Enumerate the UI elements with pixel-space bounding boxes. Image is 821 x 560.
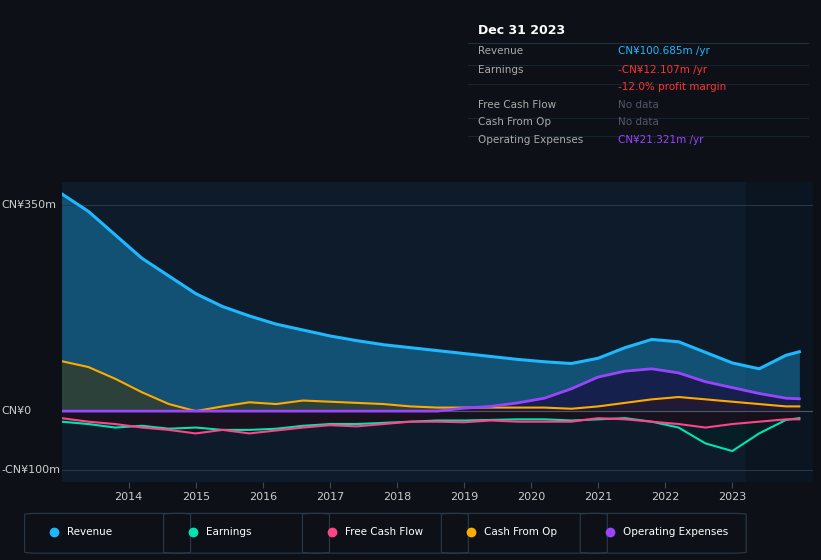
Text: CN¥0: CN¥0 bbox=[2, 406, 32, 416]
Text: Revenue: Revenue bbox=[478, 46, 523, 55]
Text: Operating Expenses: Operating Expenses bbox=[623, 527, 728, 537]
Text: No data: No data bbox=[618, 117, 658, 127]
Text: -CN¥12.107m /yr: -CN¥12.107m /yr bbox=[618, 65, 707, 75]
Text: Free Cash Flow: Free Cash Flow bbox=[345, 527, 423, 537]
Text: -12.0% profit margin: -12.0% profit margin bbox=[618, 82, 726, 92]
Text: CN¥350m: CN¥350m bbox=[2, 200, 57, 211]
Text: Free Cash Flow: Free Cash Flow bbox=[478, 100, 557, 110]
Text: Revenue: Revenue bbox=[67, 527, 112, 537]
Bar bbox=[745, 182, 813, 482]
Text: CN¥100.685m /yr: CN¥100.685m /yr bbox=[618, 46, 710, 55]
Text: Earnings: Earnings bbox=[478, 65, 524, 75]
Text: Operating Expenses: Operating Expenses bbox=[478, 135, 584, 145]
Text: Dec 31 2023: Dec 31 2023 bbox=[478, 24, 566, 37]
Text: Cash From Op: Cash From Op bbox=[484, 527, 557, 537]
Text: Cash From Op: Cash From Op bbox=[478, 117, 551, 127]
Text: No data: No data bbox=[618, 100, 658, 110]
Text: CN¥21.321m /yr: CN¥21.321m /yr bbox=[618, 135, 704, 145]
Text: Earnings: Earnings bbox=[206, 527, 251, 537]
Text: -CN¥100m: -CN¥100m bbox=[2, 465, 61, 475]
